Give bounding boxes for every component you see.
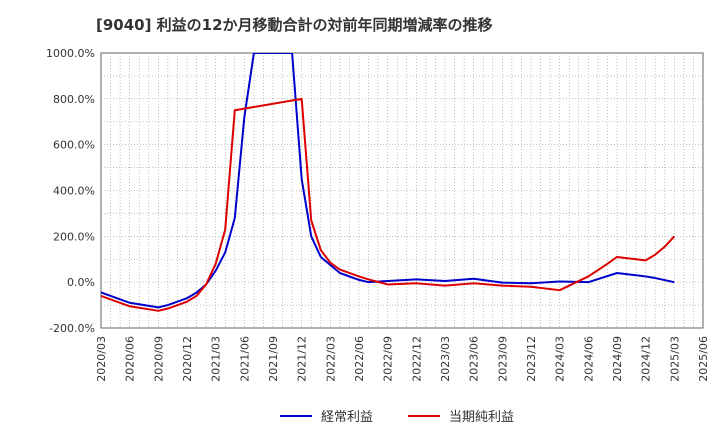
legend-label-net-income: 当期純利益	[449, 410, 514, 425]
x-tick-label: 2025/03	[668, 336, 681, 382]
x-tick-label: 2024/03	[554, 336, 567, 382]
x-tick-label: 2023/12	[525, 336, 538, 382]
x-tick-label: 2024/12	[640, 336, 653, 382]
plot-frame	[100, 52, 704, 329]
x-tick-label: 2023/03	[439, 336, 452, 382]
x-tick-label: 2023/06	[468, 336, 481, 382]
y-tick-label: 1000.0%	[46, 47, 95, 60]
grid-lines	[101, 53, 703, 328]
y-axis-ticks: 1000.0% 800.0% 600.0% 400.0% 200.0% 0.0% -200.…	[46, 47, 95, 335]
x-tick-label: 2022/12	[410, 336, 423, 382]
x-tick-label: 2020/12	[181, 336, 194, 382]
series-line-net-income	[101, 97, 676, 312]
legend: 経常利益 当期純利益	[280, 410, 514, 425]
series-lines	[101, 53, 676, 312]
x-tick-label: 2025/06	[697, 336, 710, 382]
chart-title: [9040] 利益の12か月移動合計の対前年同期増減率の推移	[96, 16, 493, 34]
x-tick-label: 2024/06	[582, 336, 595, 382]
x-tick-label: 2020/06	[124, 336, 137, 382]
x-tick-label: 2022/09	[382, 336, 395, 382]
x-tick-label: 2021/06	[238, 336, 251, 382]
series-line-ordinary-profit	[101, 53, 675, 309]
x-tick-label: 2020/03	[95, 336, 108, 382]
x-axis-ticks: 2020/03 2020/06 2020/09 2020/12 2021/03 2021/…	[95, 336, 710, 382]
x-tick-label: 2021/09	[267, 336, 280, 382]
y-tick-label: -200.0%	[49, 322, 95, 335]
y-tick-label: 600.0%	[53, 139, 95, 152]
y-tick-label: 0.0%	[67, 276, 95, 289]
y-tick-label: 800.0%	[53, 93, 95, 106]
y-tick-label: 200.0%	[53, 230, 95, 243]
x-tick-label: 2022/03	[324, 336, 337, 382]
x-tick-label: 2021/03	[210, 336, 223, 382]
x-tick-label: 2022/06	[353, 336, 366, 382]
legend-label-ordinary-profit: 経常利益	[321, 410, 373, 425]
y-tick-label: 400.0%	[53, 185, 95, 198]
x-tick-label: 2024/09	[611, 336, 624, 382]
x-tick-label: 2020/09	[152, 336, 165, 382]
x-tick-label: 2021/12	[296, 336, 309, 382]
x-tick-label: 2023/09	[496, 336, 509, 382]
